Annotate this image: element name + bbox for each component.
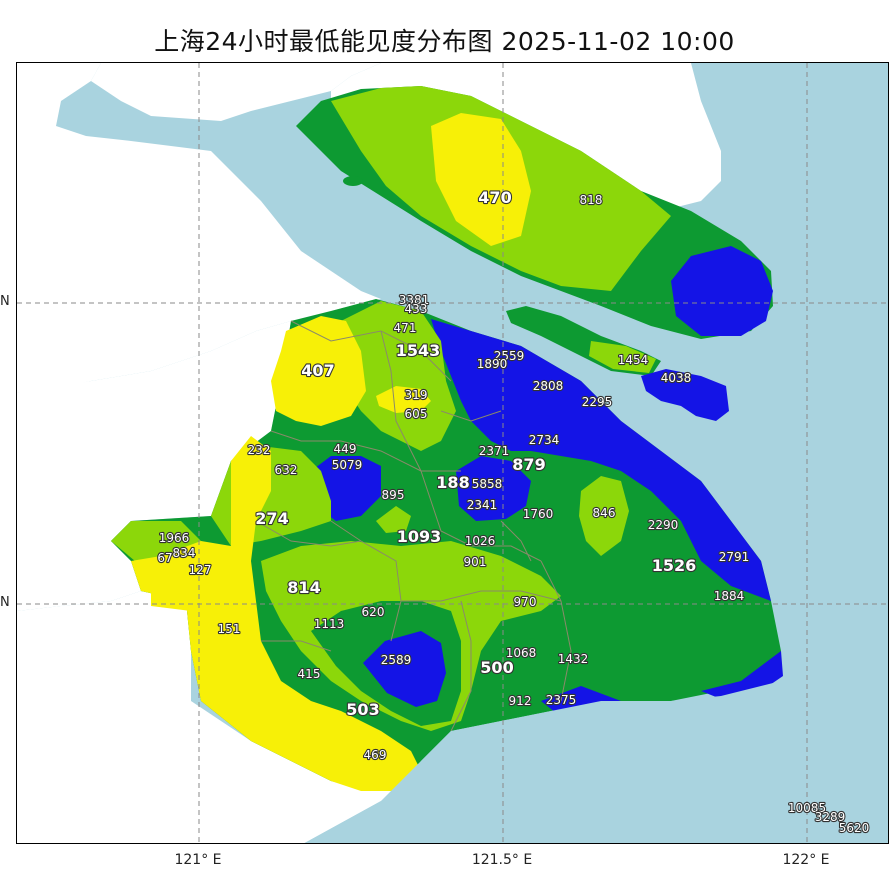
- lon-label-121-5: 121.5° E: [471, 852, 533, 868]
- station-label-503: 503: [346, 700, 379, 719]
- station-label-471: 471: [394, 321, 417, 335]
- station-label-319: 319: [405, 388, 428, 402]
- yellow-zone-west: [131, 436, 421, 791]
- station-label-2375: 2375: [546, 693, 577, 707]
- station-label-970: 970: [514, 595, 537, 609]
- district-boundaries: [255, 320, 572, 732]
- station-label-1884: 1884: [714, 589, 745, 603]
- chongming-yellow: [431, 113, 531, 246]
- station-label-274: 274: [255, 509, 288, 528]
- station-label-232: 232: [248, 443, 271, 457]
- lat-label-north: N: [0, 294, 10, 309]
- station-label-2734: 2734: [529, 433, 560, 447]
- station-label-912: 912: [509, 694, 532, 708]
- station-label-2559: 2559: [494, 349, 525, 363]
- blue-zone-centre: [456, 456, 531, 521]
- lat-label-south: N: [0, 595, 10, 610]
- station-label-846: 846: [593, 506, 616, 520]
- station-label-2295: 2295: [582, 395, 613, 409]
- map-title: 上海24小时最低能见度分布图 2025-11-02 10:00: [154, 27, 735, 56]
- station-label-814: 814: [287, 578, 320, 597]
- station-label-1966: 1966: [159, 531, 190, 545]
- west-land: [17, 321, 291, 611]
- station-label-5620: 5620: [839, 821, 870, 835]
- map-frame: 470 818 3381 433 471 1543 407 2559 1890 1454 4038 2…: [16, 62, 889, 844]
- station-label-3289: 3289: [815, 810, 846, 824]
- station-label-2290: 2290: [648, 518, 679, 532]
- blue-zone-south-inner: [363, 631, 446, 707]
- station-label-2371: 2371: [479, 444, 510, 458]
- station-label-5858: 5858: [472, 477, 503, 491]
- station-label-2589: 2589: [381, 653, 412, 667]
- lightgreen-zone-ne-pocket: [579, 476, 629, 556]
- station-label-1543: 1543: [396, 341, 441, 360]
- jiangsu-land-top-strip: [91, 63, 381, 121]
- station-label-10085: 10085: [788, 801, 826, 815]
- station-label-407: 407: [301, 361, 334, 380]
- station-label-632: 632: [275, 463, 298, 477]
- station-label-1068: 1068: [506, 646, 537, 660]
- yellow-zone-northwest: [271, 316, 366, 426]
- station-label-2341: 2341: [467, 498, 498, 512]
- changxing-lightgreen: [589, 341, 656, 373]
- station-label-1526: 1526: [652, 556, 697, 575]
- station-label-605: 605: [405, 407, 428, 421]
- station-label-470: 470: [478, 188, 511, 207]
- station-label-415: 415: [298, 667, 321, 681]
- station-label-1026: 1026: [465, 534, 496, 548]
- station-label-2791: 2791: [719, 550, 750, 564]
- lon-label-122: 122° E: [782, 852, 830, 868]
- lightgreen-zone-small-1: [376, 506, 411, 533]
- station-label-620: 620: [362, 605, 385, 619]
- station-label-895: 895: [382, 488, 405, 502]
- station-label-1093: 1093: [397, 527, 442, 546]
- station-label-834: 834: [173, 546, 196, 560]
- station-label-500: 500: [480, 658, 513, 677]
- station-label-67: 67: [157, 551, 172, 565]
- station-label-127: 127: [189, 563, 212, 577]
- hengsha-island: [641, 369, 729, 421]
- lon-label-121: 121° E: [174, 852, 222, 868]
- yellow-zone-west-edge: [151, 566, 201, 611]
- station-label-1113: 1113: [314, 617, 345, 631]
- graticule: [17, 63, 888, 843]
- southwest-land: [17, 591, 401, 843]
- station-label-5079: 5079: [332, 458, 363, 472]
- station-label-3381: 3381: [399, 293, 430, 307]
- station-label-433: 433: [405, 302, 428, 316]
- station-label-901: 901: [464, 555, 487, 569]
- station-label-469: 469: [364, 748, 387, 762]
- station-label-1454: 1454: [618, 353, 649, 367]
- station-label-449: 449: [334, 442, 357, 456]
- station-label-2808: 2808: [533, 379, 564, 393]
- station-label-879: 879: [512, 455, 545, 474]
- yellow-zone-319: [376, 386, 431, 413]
- lightgreen-zone-north: [331, 301, 456, 451]
- small-islet: [343, 176, 363, 186]
- blue-zone-northeast: [431, 319, 771, 601]
- chongming-blue: [671, 246, 773, 336]
- station-label-151: 151: [218, 622, 241, 636]
- station-label-1760: 1760: [523, 507, 554, 521]
- south-bay: [304, 681, 888, 843]
- station-label-4038: 4038: [661, 371, 692, 385]
- station-label-1432: 1432: [558, 652, 589, 666]
- station-label-1890: 1890: [477, 357, 508, 371]
- station-label-188: 188: [436, 473, 469, 492]
- station-label-818: 818: [580, 193, 603, 207]
